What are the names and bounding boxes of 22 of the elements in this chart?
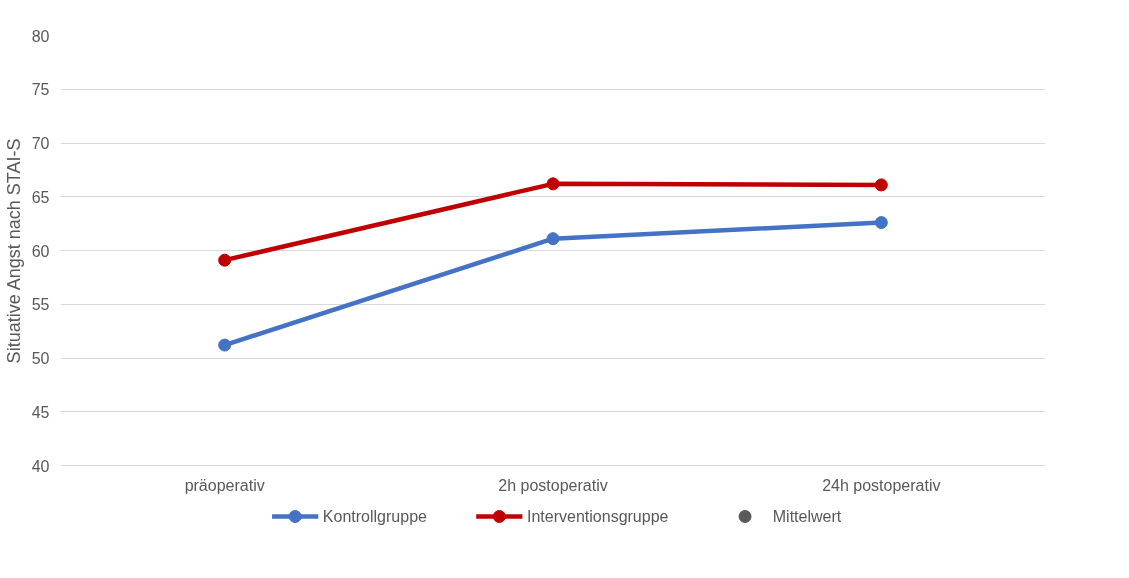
x-tick-label: 2h postoperativ <box>498 476 608 494</box>
y-tick-label: 60 <box>31 242 50 260</box>
y-tick-label: 50 <box>31 350 50 367</box>
x-tick-label: präoperativ <box>184 476 265 494</box>
point <box>874 216 888 230</box>
point <box>218 253 232 267</box>
x-tick-label: 24h postoperativ <box>822 476 941 494</box>
legend-label: Interventionsgruppe <box>527 508 669 525</box>
y-tick-label: 70 <box>31 135 50 152</box>
y-axis-title: Situative Angst nach STAI-S <box>3 138 24 364</box>
legend-label: Kontrollgruppe <box>322 508 428 525</box>
y-tick-label: 55 <box>31 296 50 314</box>
y-tick-label: 40 <box>31 457 50 475</box>
point <box>546 232 560 246</box>
y-tick-label: 45 <box>31 403 50 421</box>
legend-label: Mittelwert <box>772 508 842 525</box>
y-tick-label: 75 <box>31 81 50 99</box>
point <box>546 177 560 191</box>
y-tick-label: 65 <box>31 188 50 206</box>
y-tick-label: 80 <box>31 27 50 45</box>
point <box>874 178 888 192</box>
point <box>218 338 232 352</box>
